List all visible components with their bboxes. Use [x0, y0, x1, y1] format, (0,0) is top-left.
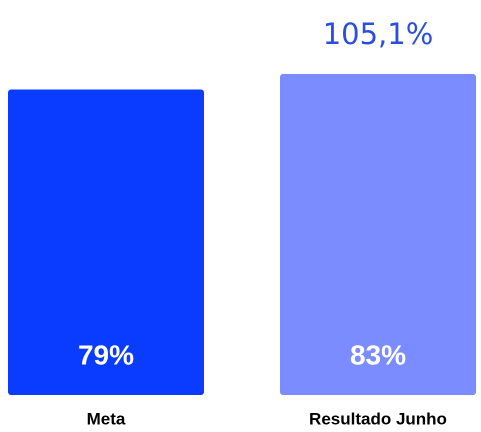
category-label: Resultado Junho	[309, 409, 447, 428]
value-label: 79%	[78, 339, 134, 370]
annotation: 105,1%	[323, 17, 434, 51]
bar	[280, 74, 476, 395]
category-label: Meta	[87, 409, 126, 428]
bar	[8, 89, 204, 395]
value-label: 83%	[350, 339, 406, 370]
